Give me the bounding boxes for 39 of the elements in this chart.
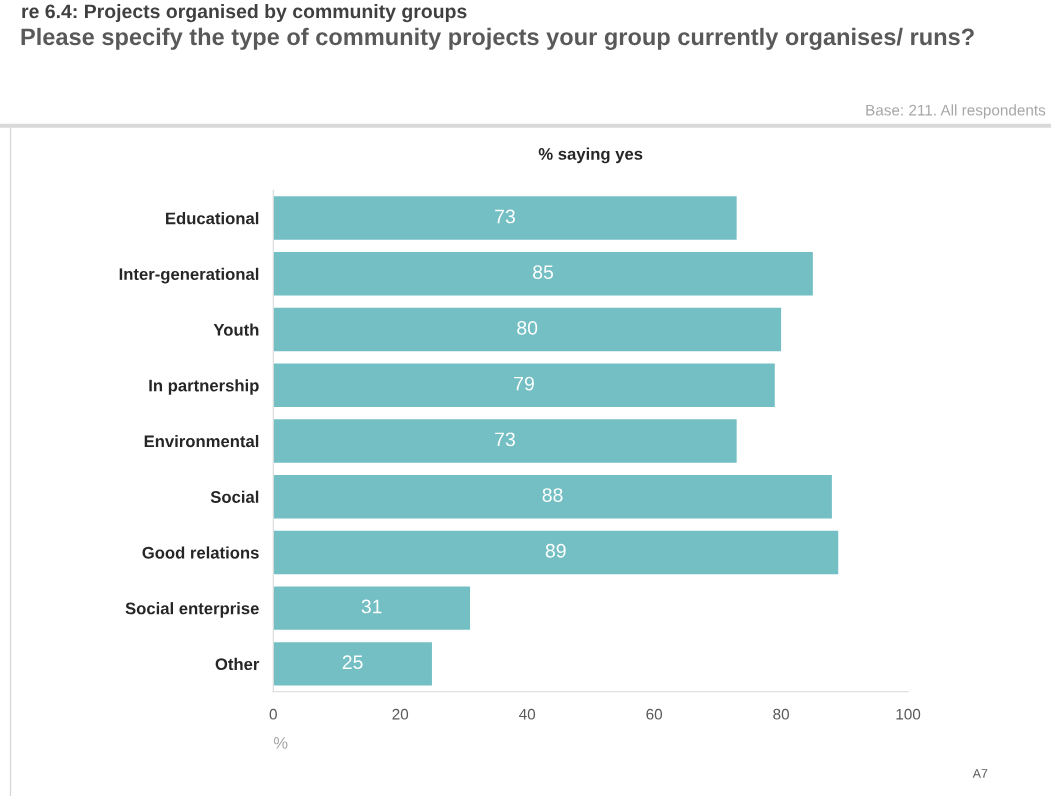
- x-tick-label: 80: [773, 708, 789, 720]
- data-label: 25: [342, 655, 363, 670]
- y-tick-label: Social enterprise: [125, 602, 259, 618]
- y-tick-label: Social: [210, 490, 259, 503]
- y-tick-label: In partnership: [149, 379, 259, 395]
- data-label: 73: [495, 209, 515, 224]
- x-axis-title: %: [273, 737, 288, 749]
- data-label: 80: [517, 320, 538, 335]
- y-tick-label: Inter-generational: [119, 267, 259, 284]
- bar: [273, 196, 737, 240]
- y-tick-label: Environmental: [144, 434, 259, 448]
- data-label: 88: [542, 488, 563, 502]
- chart-title: Please specify the type of community projects your group currently organises/ runs?: [21, 27, 974, 50]
- text: Base: 211. All respondents: [866, 104, 1046, 119]
- text: A7: [972, 769, 988, 778]
- bar: [273, 252, 813, 296]
- x-tick-label: 20: [392, 708, 409, 720]
- bar: [273, 363, 775, 407]
- x-tick-label: 40: [519, 708, 536, 720]
- bar: [273, 419, 737, 463]
- data-label: 79: [514, 376, 534, 391]
- y-tick-label: Educational: [166, 212, 259, 225]
- data-label: 73: [495, 432, 515, 447]
- y-tick-label: Youth: [213, 323, 259, 336]
- x-tick-label: 0: [269, 708, 277, 720]
- x-tick-label: 100: [896, 708, 921, 720]
- text: re 6.4: Projects organised by community groups: [22, 3, 467, 23]
- data-label: 31: [361, 599, 382, 614]
- data-label: 85: [533, 265, 554, 280]
- bar: [273, 530, 839, 575]
- x-tick-label: 60: [646, 708, 663, 720]
- bar: [273, 642, 432, 686]
- chart-subtitle: % saying yes: [538, 147, 643, 164]
- y-tick-label: Good relations: [142, 546, 259, 559]
- data-label: 89: [545, 543, 566, 558]
- bar: [273, 586, 471, 630]
- y-tick-label: Other: [215, 657, 260, 671]
- bar: [273, 307, 782, 352]
- bar: [273, 474, 832, 519]
